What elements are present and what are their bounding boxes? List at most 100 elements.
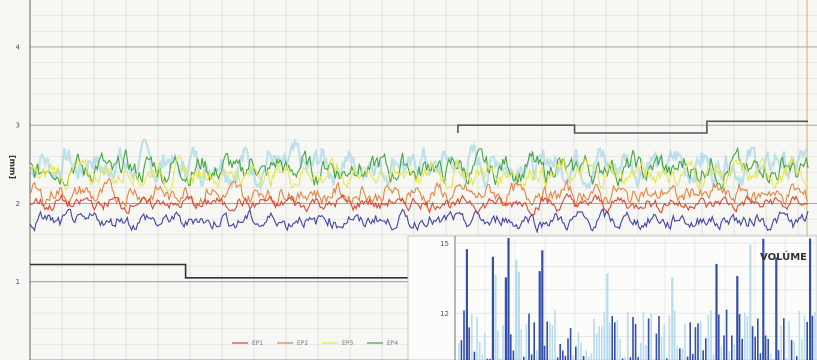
step-line	[457, 120, 808, 134]
inset-bar	[658, 316, 660, 360]
inset-bar	[546, 321, 548, 360]
inset-bar	[692, 354, 694, 360]
inset-bar	[471, 313, 473, 360]
inset-bar	[525, 324, 528, 360]
inset-bar	[655, 333, 658, 360]
inset-bar	[572, 355, 574, 360]
inset-bar	[601, 326, 603, 360]
inset-bar	[634, 324, 637, 360]
inset-bar	[705, 338, 707, 360]
series-line-5	[29, 137, 809, 192]
y-tick-label: 3	[16, 122, 20, 130]
inset-bar	[465, 249, 468, 360]
inset-bar	[759, 353, 762, 360]
inset-bar	[712, 354, 715, 360]
inset-bar	[554, 309, 556, 360]
inset-bar	[780, 325, 782, 360]
legend-label: EP4	[387, 340, 398, 347]
inset-bar	[562, 350, 564, 360]
inset-bar	[598, 326, 600, 360]
inset-bar	[593, 318, 595, 360]
inset-bar	[710, 310, 712, 360]
legend-label: EP1	[252, 340, 263, 347]
inset-bar	[627, 311, 629, 360]
inset-bars	[458, 238, 817, 360]
inset-bar	[512, 350, 515, 360]
inset-bar	[746, 316, 749, 360]
inset-bar	[580, 342, 582, 360]
inset-bar	[538, 271, 541, 360]
inset-bar	[621, 358, 624, 360]
inset-bar	[494, 274, 497, 360]
inset-bar	[595, 333, 598, 360]
series-line-4	[29, 208, 809, 234]
series-group	[29, 137, 809, 234]
inset-chart: 12 15 VOLÚME	[407, 235, 817, 360]
inset-bar	[762, 238, 765, 360]
inset-bar	[676, 345, 678, 360]
inset-bar	[681, 348, 684, 360]
inset-bar	[671, 277, 674, 360]
inset-bar	[619, 339, 621, 360]
inset-bar	[699, 321, 702, 360]
y-tick-label: 2	[16, 200, 20, 208]
inset-bar	[673, 310, 676, 360]
inset-bar	[582, 355, 585, 360]
inset-bar	[588, 357, 590, 360]
inset-bar	[796, 356, 798, 360]
inset-y-ticks: 12 15	[440, 240, 449, 318]
inset-bar	[686, 356, 689, 360]
inset-bar	[720, 347, 723, 360]
inset-title: VOLÚME	[760, 250, 807, 263]
inset-bar	[473, 351, 476, 360]
inset-bar	[707, 314, 710, 360]
inset-bar	[549, 321, 551, 360]
inset-bar	[489, 358, 491, 360]
inset-bar	[767, 338, 769, 360]
inset-bar	[481, 354, 483, 360]
inset-bar	[569, 328, 572, 360]
inset-bar	[783, 318, 785, 360]
inset-bar	[528, 313, 530, 360]
inset-bar	[476, 316, 478, 360]
legend-label: EP3	[342, 340, 353, 347]
inset-bar	[793, 341, 795, 360]
y-tick-label: 4	[16, 43, 21, 51]
inset-bar	[463, 310, 465, 360]
inset-bar	[694, 327, 697, 360]
inset-bar	[551, 325, 554, 360]
inset-bar	[744, 312, 746, 360]
inset-bar	[801, 338, 803, 360]
inset-bar	[770, 353, 772, 360]
y-tick-label: 1	[16, 278, 20, 286]
inset-bar	[530, 354, 533, 360]
inset-bar	[775, 257, 778, 360]
inset-bar	[499, 358, 502, 360]
inset-bar	[772, 358, 775, 360]
series-line-2	[29, 154, 809, 192]
inset-bar	[590, 353, 593, 360]
inset-bar	[738, 314, 741, 360]
inset-bar	[504, 277, 507, 360]
inset-bar	[567, 338, 569, 360]
inset-bar	[484, 333, 486, 360]
inset-bar	[723, 335, 725, 360]
y-axis-label: [mm]	[8, 155, 17, 179]
inset-bar	[663, 324, 665, 360]
inset-bar	[458, 343, 460, 360]
inset-bar	[790, 339, 793, 360]
inset-bar	[814, 311, 816, 360]
inset-bar	[517, 271, 520, 360]
inset-bar	[497, 330, 499, 360]
inset-bar	[809, 238, 812, 360]
inset-bar	[806, 321, 808, 360]
inset-bar	[757, 318, 759, 360]
inset-bar	[749, 244, 752, 360]
inset-bar	[777, 350, 780, 360]
inset-bar	[679, 348, 681, 360]
inset-bar	[733, 344, 736, 360]
series-line-1	[29, 177, 809, 208]
inset-bar	[502, 325, 504, 360]
inset-bar	[785, 358, 788, 360]
inset-bar	[731, 335, 733, 360]
